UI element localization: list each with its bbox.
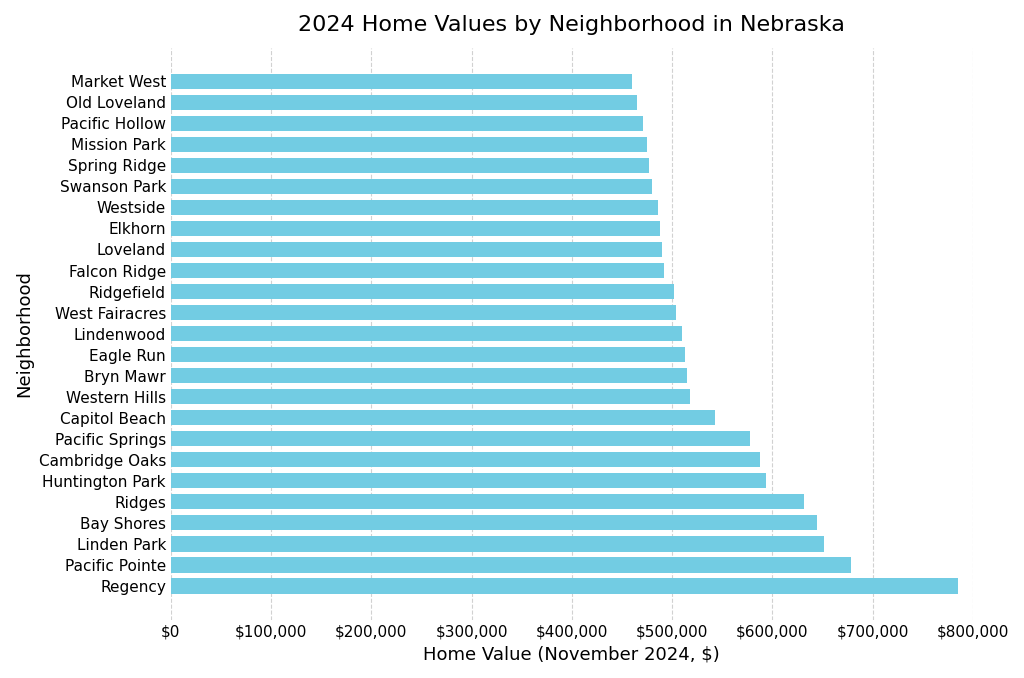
Bar: [171, 137, 647, 152]
Bar: [171, 536, 824, 551]
Bar: [171, 494, 805, 509]
Bar: [171, 578, 957, 593]
Bar: [171, 452, 760, 467]
Y-axis label: Neighborhood: Neighborhood: [15, 271, 33, 397]
Bar: [171, 389, 690, 404]
Bar: [171, 347, 685, 362]
Bar: [171, 95, 637, 110]
Bar: [171, 326, 682, 341]
Bar: [171, 200, 658, 215]
Bar: [171, 158, 649, 173]
Bar: [171, 515, 817, 530]
Bar: [171, 74, 632, 89]
Bar: [171, 431, 751, 446]
Bar: [171, 242, 663, 257]
Bar: [171, 116, 643, 131]
Bar: [171, 410, 715, 425]
Title: 2024 Home Values by Neighborhood in Nebraska: 2024 Home Values by Neighborhood in Nebr…: [298, 15, 845, 35]
Bar: [171, 305, 676, 320]
Bar: [171, 473, 766, 488]
Bar: [171, 284, 674, 299]
Bar: [171, 368, 687, 383]
Bar: [171, 179, 652, 194]
X-axis label: Home Value (November 2024, $): Home Value (November 2024, $): [424, 645, 720, 663]
Bar: [171, 557, 851, 572]
Bar: [171, 221, 660, 236]
Bar: [171, 263, 664, 278]
